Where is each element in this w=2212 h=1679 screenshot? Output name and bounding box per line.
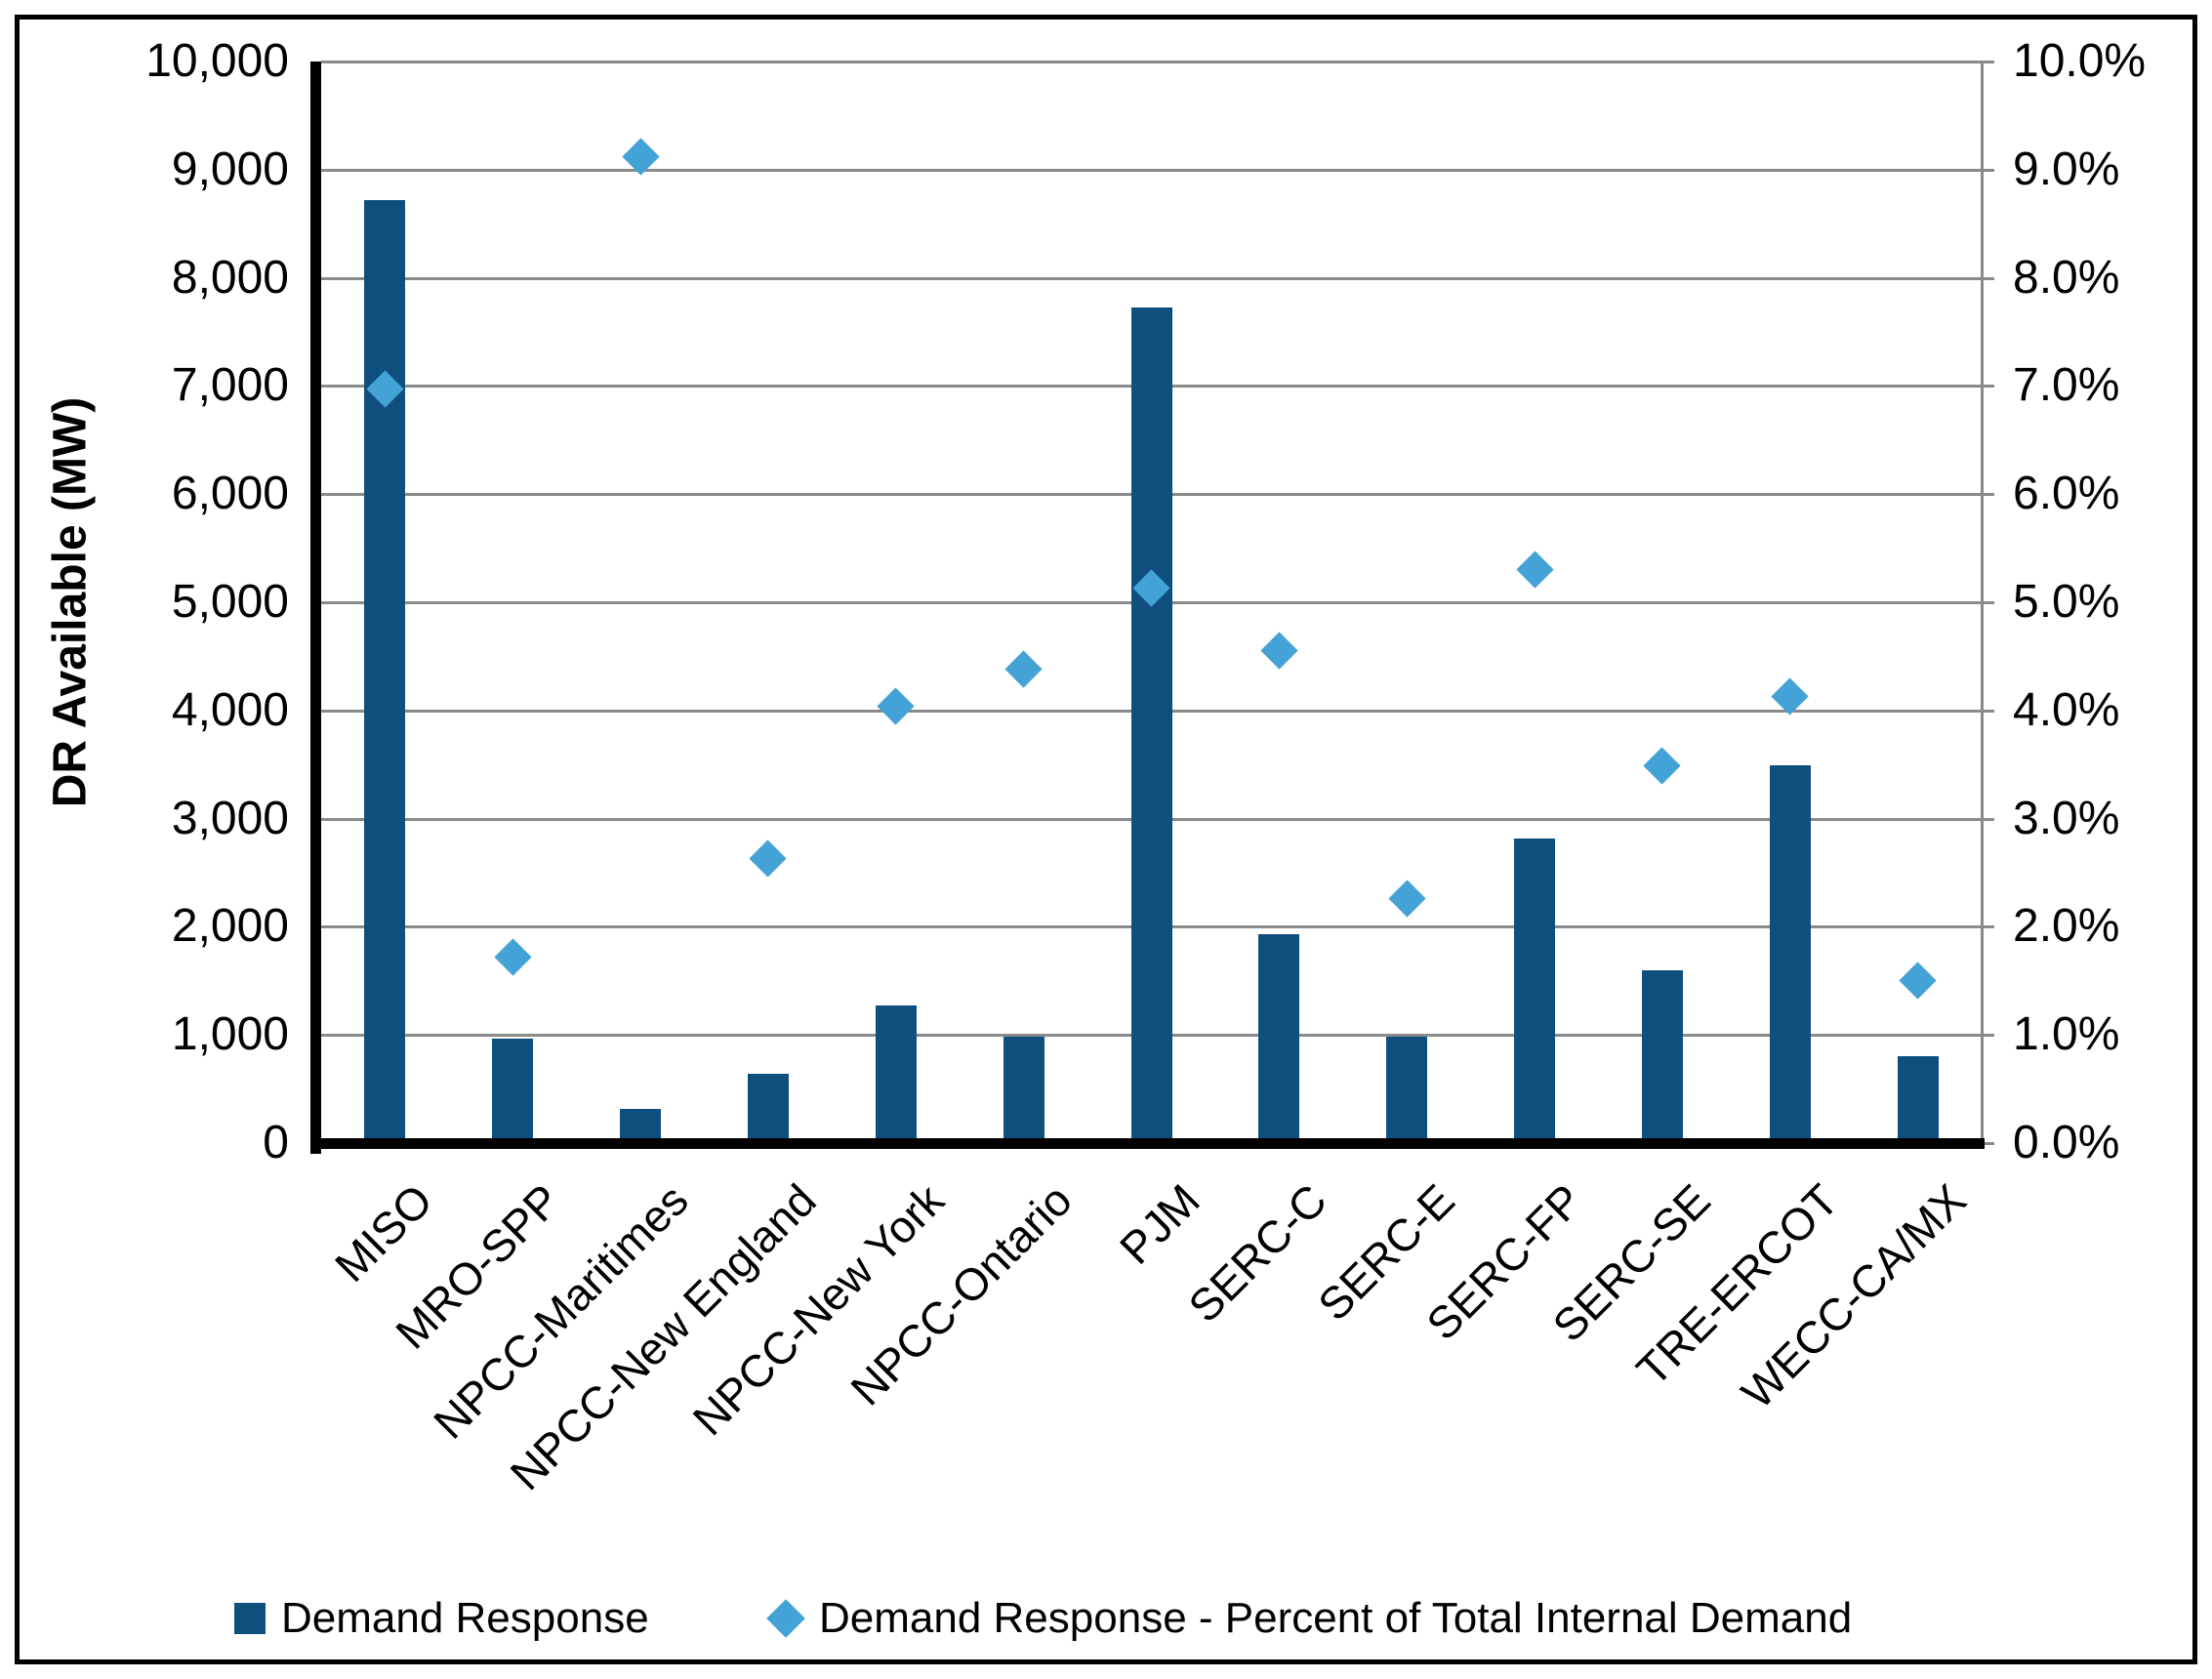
left-axis-tick-label: 1,000 [171, 1008, 289, 1061]
left-axis-title: DR Available (MW) [44, 396, 97, 808]
gridline [321, 61, 1982, 63]
left-axis-tick-label: 6,000 [171, 468, 289, 520]
bar-PJM [1130, 307, 1172, 1143]
right-axis-line [1981, 61, 1984, 1149]
marker-WECC-CA/MX [1899, 962, 1937, 1000]
marker-NPCC-New England [749, 840, 788, 878]
right-axis-tick [1969, 709, 1994, 713]
left-axis-tick-label: 8,000 [171, 251, 289, 304]
gridline [321, 168, 1982, 172]
marker-SERC-E [1388, 880, 1426, 918]
right-axis-tick [1969, 601, 1994, 604]
marker-NPCC-New York [877, 687, 915, 725]
bar-NPCC-New York [875, 1005, 917, 1143]
legend-label-percent-of-demand: Demand Response - Percent of Total Inter… [819, 1594, 1853, 1642]
legend-label-demand-response: Demand Response [281, 1594, 649, 1642]
right-axis-tick [1969, 61, 1994, 63]
left-axis-tick-label: 2,000 [171, 900, 289, 953]
right-axis-tick-label: 8.0% [2013, 251, 2120, 304]
right-axis-tick [1969, 817, 1994, 821]
right-axis-tick-label: 4.0% [2013, 683, 2120, 736]
bottom-axis-line [310, 1138, 1985, 1149]
right-axis-tick-label: 6.0% [2013, 468, 2120, 520]
left-axis-tick-label: 5,000 [171, 576, 289, 628]
left-axis-tick-label: 0 [263, 1117, 289, 1168]
marker-SERC-C [1260, 632, 1298, 670]
legend-item-percent-of-demand: Demand Response - Percent of Total Inter… [766, 1589, 1852, 1648]
left-axis-tick-label: 7,000 [171, 359, 289, 412]
bar-TRE-ERCOT [1769, 765, 1811, 1143]
right-axis-tick-label: 5.0% [2013, 576, 2120, 628]
left-axis-tick-label: 9,000 [171, 143, 289, 195]
marker-SERC-FP [1515, 551, 1554, 589]
right-axis-tick [1969, 1034, 1994, 1038]
right-axis-tick-label: 7.0% [2013, 359, 2120, 412]
bar-NPCC-New England [747, 1073, 789, 1143]
bar-series-marker-icon [234, 1603, 266, 1634]
right-axis-tick-label: 10.0% [2013, 35, 2147, 87]
bar-SERC-E [1386, 1037, 1428, 1143]
bar-SERC-FP [1514, 838, 1556, 1143]
marker-MRO-SPP [494, 938, 532, 976]
right-axis-tick-label: 9.0% [2013, 143, 2120, 195]
right-axis-tick-label: 1.0% [2013, 1008, 2120, 1061]
legend: Demand Response Demand Response - Percen… [0, 1589, 2212, 1648]
bar-MISO [364, 199, 406, 1143]
marker-SERC-SE [1643, 747, 1681, 785]
diamond-series-marker-icon [766, 1599, 805, 1638]
bar-MRO-SPP [492, 1038, 534, 1143]
left-axis-tick-label: 4,000 [171, 683, 289, 736]
right-axis-tick [1969, 493, 1994, 497]
bar-NPCC-Ontario [1003, 1036, 1045, 1143]
gridline [321, 276, 1982, 280]
left-axis-line [310, 61, 321, 1154]
right-axis-tick [1969, 925, 1994, 929]
right-axis-tick-label: 2.0% [2013, 900, 2120, 953]
right-axis-tick-label: 3.0% [2013, 792, 2120, 844]
right-axis-tick [1969, 385, 1994, 389]
marker-NPCC-Ontario [1004, 650, 1043, 688]
bar-WECC-CA/MX [1897, 1056, 1939, 1143]
right-axis-tick [1969, 276, 1994, 280]
bar-SERC-C [1258, 933, 1300, 1143]
bar-SERC-SE [1641, 970, 1683, 1143]
right-axis-tick-label: 0.0% [2013, 1117, 2120, 1168]
left-axis-tick-label: 3,000 [171, 792, 289, 844]
left-axis-tick-label: 10,000 [145, 35, 289, 87]
right-axis-tick [1969, 168, 1994, 172]
legend-item-demand-response: Demand Response [234, 1589, 649, 1648]
bar-NPCC-Maritimes [620, 1109, 662, 1143]
